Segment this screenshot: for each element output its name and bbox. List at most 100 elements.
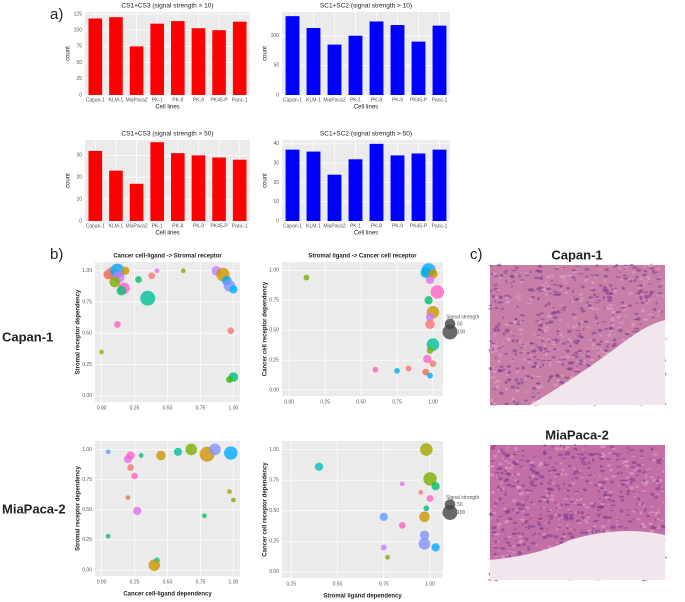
texture	[494, 555, 498, 558]
texture	[596, 322, 599, 325]
texture	[554, 338, 558, 342]
texture	[554, 461, 557, 465]
texture	[559, 333, 564, 336]
texture	[564, 376, 570, 379]
y-axis-label: count	[263, 173, 269, 188]
texture	[615, 263, 619, 267]
texture	[631, 323, 633, 327]
texture	[614, 454, 619, 457]
texture	[660, 490, 665, 493]
texture	[590, 504, 596, 508]
bar	[390, 25, 405, 96]
y-tick-label: 20	[273, 180, 279, 186]
texture	[656, 467, 659, 470]
texture	[573, 370, 579, 373]
texture	[560, 288, 563, 291]
texture	[626, 446, 630, 449]
texture	[498, 391, 504, 395]
texture	[628, 304, 633, 308]
texture	[498, 477, 503, 481]
point	[430, 285, 444, 299]
x-tick-label: Panc-1	[232, 223, 248, 229]
texture	[577, 349, 583, 353]
texture	[653, 496, 659, 499]
texture	[556, 527, 559, 531]
texture	[606, 343, 610, 345]
bar	[432, 149, 447, 221]
texture	[551, 274, 555, 278]
texture	[517, 480, 520, 484]
texture	[583, 320, 589, 323]
texture	[582, 328, 585, 331]
texture	[543, 463, 550, 467]
texture	[521, 523, 525, 526]
legend-label: 100	[457, 510, 466, 516]
texture	[545, 292, 550, 296]
texture	[643, 509, 647, 512]
texture	[626, 464, 630, 469]
texture	[601, 501, 607, 504]
texture	[632, 330, 638, 333]
texture	[530, 376, 534, 380]
texture	[514, 527, 516, 531]
texture	[574, 368, 581, 371]
texture	[659, 458, 663, 461]
texture	[531, 346, 535, 348]
texture	[523, 466, 526, 469]
texture	[502, 332, 506, 336]
bar	[411, 153, 426, 221]
texture	[554, 267, 559, 271]
texture	[491, 402, 498, 406]
texture	[501, 555, 504, 559]
texture	[612, 452, 618, 456]
texture	[608, 303, 614, 306]
texture	[516, 543, 522, 547]
texture	[555, 484, 560, 487]
texture	[530, 295, 535, 299]
texture	[491, 526, 497, 530]
texture	[625, 476, 630, 479]
texture	[516, 381, 521, 385]
texture	[515, 370, 520, 374]
x-axis-label: Stromal ligand dependency	[323, 594, 402, 600]
point	[105, 449, 111, 455]
texture	[491, 530, 496, 534]
texture	[514, 509, 520, 512]
texture	[537, 335, 541, 338]
texture	[646, 514, 650, 518]
point	[135, 276, 142, 283]
texture	[512, 320, 518, 325]
texture	[547, 534, 554, 538]
texture	[626, 490, 630, 494]
texture	[533, 365, 536, 368]
texture	[538, 366, 543, 368]
texture	[569, 516, 574, 521]
bar	[327, 174, 342, 221]
panel-label: c)	[470, 246, 483, 263]
bar	[306, 28, 321, 96]
texture	[655, 301, 658, 305]
texture	[511, 551, 517, 554]
chart-title: Cancer cell-ligand -> Stromal receptor	[113, 254, 222, 260]
texture	[497, 449, 501, 453]
texture	[520, 380, 524, 385]
texture	[623, 314, 628, 317]
texture	[502, 343, 505, 345]
y-tick-label: 10	[273, 199, 279, 205]
texture	[540, 495, 546, 498]
texture	[589, 453, 595, 456]
texture	[559, 447, 564, 451]
chart-title: CS1+CS3 (signal strength > 50)	[121, 131, 213, 138]
texture	[547, 488, 551, 491]
texture	[601, 452, 607, 456]
texture	[610, 322, 613, 325]
texture	[556, 379, 561, 382]
texture	[619, 271, 621, 274]
y-tick-label: 0.25	[269, 357, 279, 363]
texture	[582, 363, 586, 366]
texture	[549, 479, 552, 482]
texture	[504, 330, 511, 333]
texture	[581, 453, 584, 456]
texture	[582, 463, 588, 466]
bar	[171, 153, 185, 221]
